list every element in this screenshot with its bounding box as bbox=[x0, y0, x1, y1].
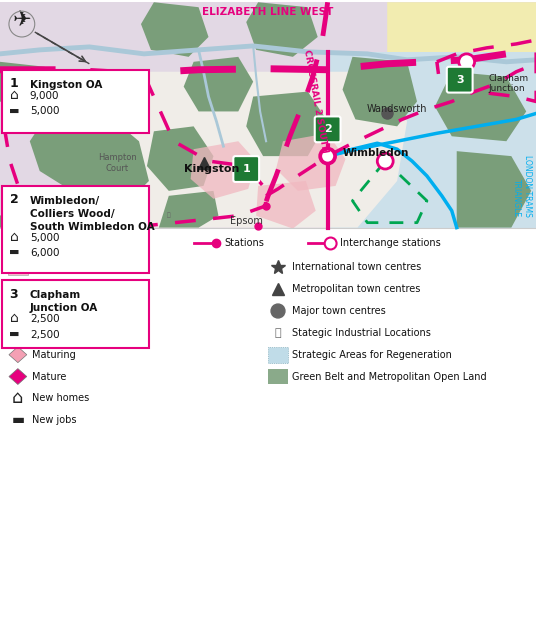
Polygon shape bbox=[9, 325, 27, 341]
Text: 1: 1 bbox=[242, 164, 250, 174]
Circle shape bbox=[271, 304, 285, 318]
Text: South Wimbledon OA: South Wimbledon OA bbox=[30, 222, 154, 232]
Text: 1: 1 bbox=[10, 77, 18, 90]
Text: ▬: ▬ bbox=[9, 105, 19, 115]
Polygon shape bbox=[276, 134, 346, 191]
Polygon shape bbox=[246, 92, 328, 156]
Text: Wimbledon: Wimbledon bbox=[342, 148, 409, 158]
Text: Epsom: Epsom bbox=[230, 216, 262, 226]
Text: ELIZABETH LINE WEST: ELIZABETH LINE WEST bbox=[202, 7, 334, 17]
Text: ⬛: ⬛ bbox=[336, 129, 340, 134]
Polygon shape bbox=[342, 57, 417, 126]
Text: Stations: Stations bbox=[225, 238, 264, 248]
Polygon shape bbox=[0, 191, 94, 228]
Text: Major town centres: Major town centres bbox=[292, 306, 386, 316]
Text: Underway: Underway bbox=[32, 328, 81, 338]
FancyBboxPatch shape bbox=[233, 156, 259, 182]
Text: ⌂: ⌂ bbox=[12, 389, 24, 407]
Polygon shape bbox=[147, 126, 213, 191]
Text: 5,000: 5,000 bbox=[30, 233, 59, 243]
Bar bbox=[0, 2, 536, 228]
Polygon shape bbox=[0, 62, 55, 117]
Text: International town centres: International town centres bbox=[292, 262, 421, 272]
Text: Stategic Industrial Locations: Stategic Industrial Locations bbox=[292, 328, 431, 338]
Polygon shape bbox=[159, 191, 218, 228]
Circle shape bbox=[458, 54, 475, 70]
Polygon shape bbox=[141, 2, 208, 57]
Circle shape bbox=[325, 238, 336, 250]
Text: Kingston: Kingston bbox=[184, 164, 239, 174]
FancyBboxPatch shape bbox=[2, 186, 149, 273]
Polygon shape bbox=[256, 181, 316, 228]
Text: ▬: ▬ bbox=[11, 413, 24, 427]
Text: ⬛: ⬛ bbox=[142, 218, 146, 223]
Text: Metropolitan town centres: Metropolitan town centres bbox=[292, 284, 420, 294]
Polygon shape bbox=[9, 303, 27, 319]
Text: Nascent: Nascent bbox=[32, 284, 72, 294]
Polygon shape bbox=[246, 2, 318, 57]
Text: ⌂: ⌂ bbox=[10, 87, 18, 102]
Circle shape bbox=[320, 148, 335, 164]
Polygon shape bbox=[30, 112, 149, 201]
Polygon shape bbox=[9, 347, 27, 363]
FancyBboxPatch shape bbox=[2, 70, 149, 134]
Text: Wandsworth: Wandsworth bbox=[367, 104, 427, 114]
Text: ⌂: ⌂ bbox=[10, 311, 18, 325]
Text: 3: 3 bbox=[10, 288, 18, 301]
Text: Opportunity Areas: Opportunity Areas bbox=[34, 238, 123, 248]
Text: ⬛: ⬛ bbox=[167, 213, 171, 218]
Text: CROSSRAIL 2 SOUTH: CROSSRAIL 2 SOUTH bbox=[302, 49, 329, 154]
Circle shape bbox=[377, 153, 393, 169]
Bar bbox=[8, 235, 30, 251]
Text: New homes: New homes bbox=[32, 393, 89, 403]
Text: ⌂: ⌂ bbox=[10, 230, 18, 243]
Polygon shape bbox=[387, 2, 536, 102]
Text: 2,500: 2,500 bbox=[30, 314, 59, 324]
Polygon shape bbox=[191, 141, 256, 199]
Bar bbox=[268, 347, 288, 363]
Text: ✈: ✈ bbox=[12, 10, 31, 30]
Polygon shape bbox=[9, 369, 27, 384]
Text: 2: 2 bbox=[324, 124, 332, 134]
Text: Clapham
Junction: Clapham Junction bbox=[489, 74, 529, 94]
Polygon shape bbox=[435, 72, 526, 141]
Text: 6,000: 6,000 bbox=[30, 248, 59, 258]
Text: 2,500: 2,500 bbox=[30, 330, 59, 340]
Text: Kingston OA: Kingston OA bbox=[30, 80, 102, 90]
Text: ▬: ▬ bbox=[9, 248, 19, 258]
Text: LONDON TRAMS
TRIANGLE: LONDON TRAMS TRIANGLE bbox=[512, 155, 532, 217]
Polygon shape bbox=[328, 52, 536, 228]
Polygon shape bbox=[109, 72, 407, 228]
Bar bbox=[8, 260, 28, 275]
Polygon shape bbox=[184, 57, 253, 112]
Text: Green Belt and Metropolitan Open Land: Green Belt and Metropolitan Open Land bbox=[292, 371, 487, 381]
Text: Mature: Mature bbox=[32, 371, 66, 381]
Text: ▬: ▬ bbox=[9, 329, 19, 339]
Text: Colliers Wood/: Colliers Wood/ bbox=[30, 209, 114, 219]
Text: New jobs: New jobs bbox=[32, 415, 76, 425]
Text: 5,000: 5,000 bbox=[30, 107, 59, 117]
Text: 3: 3 bbox=[456, 75, 463, 85]
Text: Clapham: Clapham bbox=[30, 290, 81, 300]
Text: Wimbledon/: Wimbledon/ bbox=[30, 196, 100, 206]
Text: Interchange stations: Interchange stations bbox=[340, 238, 440, 248]
Text: Maturing: Maturing bbox=[32, 349, 76, 359]
FancyBboxPatch shape bbox=[315, 117, 341, 142]
Polygon shape bbox=[457, 151, 531, 228]
Polygon shape bbox=[9, 281, 27, 297]
Text: Strategic Areas for Regeneration: Strategic Areas for Regeneration bbox=[292, 349, 452, 359]
Circle shape bbox=[321, 149, 335, 163]
Text: Junction OA: Junction OA bbox=[30, 303, 98, 313]
Text: Hampton
Court: Hampton Court bbox=[98, 154, 137, 173]
Text: ⬛: ⬛ bbox=[275, 328, 281, 338]
Text: Opportunity Areas: Opportunity Areas bbox=[32, 262, 121, 272]
Text: 9,000: 9,000 bbox=[30, 90, 59, 100]
FancyBboxPatch shape bbox=[447, 67, 472, 92]
Text: Ready to Grow: Ready to Grow bbox=[32, 306, 103, 316]
Bar bbox=[268, 369, 288, 384]
Text: 2: 2 bbox=[10, 193, 18, 207]
Text: Shepperton: Shepperton bbox=[10, 192, 59, 200]
FancyBboxPatch shape bbox=[2, 280, 149, 348]
